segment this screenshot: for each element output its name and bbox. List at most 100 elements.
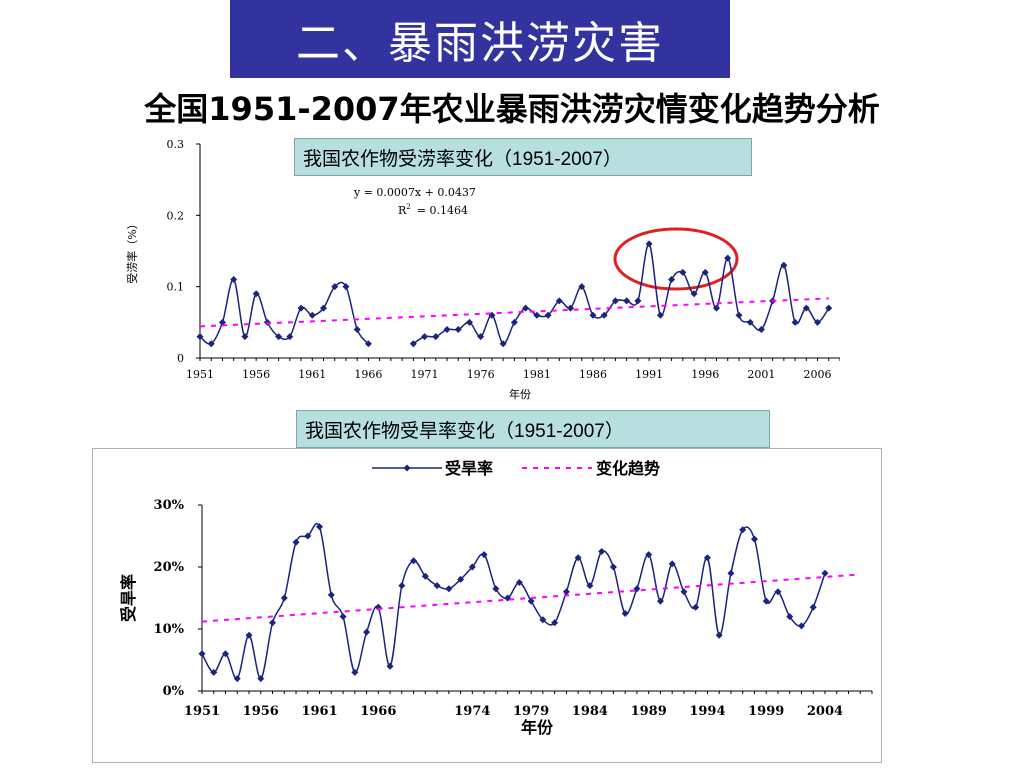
x-tick-label: 1966 [354,368,382,381]
data-point [634,297,642,305]
data-point [327,591,335,599]
data-point [750,535,758,543]
data-point [364,340,372,348]
flood-chart-marks [196,240,833,348]
data-point [363,628,371,636]
r-squared-symbol: R [398,204,407,217]
data-point [574,554,582,562]
x-tick-label: 2004 [807,704,843,719]
x-tick-label: 1994 [689,704,725,719]
data-point [757,325,765,333]
data-point [802,304,810,312]
data-point [814,318,822,326]
data-point [586,582,594,590]
data-point [589,311,597,319]
data-point [241,333,249,341]
x-tick-label: 1979 [513,704,549,719]
data-point [527,597,535,605]
data-point [621,610,629,617]
drought-chart-label: 我国农作物受旱率变化（1951-2007） [296,410,770,448]
data-point [492,585,500,593]
data-point [353,325,361,333]
data-point [656,311,664,319]
chart-frame [92,448,882,763]
x-tick-label: 1986 [579,368,607,381]
flood-chart-axes: 0 0.1 0.2 0.3 1951 1956 1961 1966 1971 1976 1981 19… [125,138,840,401]
data-point [432,333,440,341]
y-tick-label: 20% [154,560,185,575]
data-point [555,297,563,305]
flood-chart-label: 我国农作物受涝率变化（1951-2007） [294,138,752,176]
data-point [645,240,653,248]
r-squared-value: = 0.1464 [417,204,468,217]
data-point [339,613,347,621]
data-point [480,551,488,559]
data-point [269,619,277,627]
data-point [522,304,530,312]
data-point [774,588,782,596]
data-point [551,619,559,627]
data-point [515,579,523,586]
data-point [712,304,720,312]
data-point [468,563,476,571]
data-point [510,318,518,326]
data-point [609,563,617,571]
chart-legend: 受旱率 变化趋势 [372,459,660,478]
data-point [701,268,709,276]
data-point [762,597,770,605]
data-point [210,668,218,676]
drought-rate-chart: 受旱率 变化趋势 0% 10% 20% 30% 1951 1956 1961 1966 1974 1… [92,448,882,763]
x-tick-label: 1976 [467,368,495,381]
data-point [825,304,833,312]
data-point [544,311,552,319]
data-point [727,569,735,577]
data-point [233,675,241,683]
x-tick-label: 1991 [635,368,663,381]
data-point [222,650,230,658]
data-point [386,662,394,670]
drought-chart-marks [198,522,861,683]
x-tick-label: 1956 [242,368,270,381]
data-point [809,603,817,611]
y-tick-label: 0.3 [167,138,185,151]
data-point [316,523,324,531]
y-tick-label: 0.1 [167,281,185,294]
legend-marker-swatch [403,464,411,472]
data-point [286,333,294,341]
highlight-circle [613,227,739,291]
data-point [421,333,429,341]
data-point [578,283,586,291]
flood-rate-chart: y = 0.0007x + 0.0437 R2 = 0.1464 00.10.20… [125,138,840,401]
data-point [780,261,788,269]
data-point [443,325,451,333]
data-point [703,554,711,562]
r-squared-exponent: 2 [406,203,410,211]
data-point [410,557,418,565]
data-point [257,675,265,683]
data-point [821,569,829,577]
data-point [786,613,794,621]
data-point [445,585,453,593]
trend-equation: y = 0.0007x + 0.0437 [353,186,476,199]
data-point [304,532,312,540]
y-axis-title: 受旱率 [119,574,138,622]
data-point [351,668,359,676]
data-point [668,276,676,284]
data-point [454,325,462,333]
data-point [645,551,653,559]
data-point [230,276,238,284]
y-tick-label: 0% [163,684,185,699]
data-point [611,297,619,305]
data-point [308,311,316,319]
data-point [252,290,260,298]
data-point [715,631,723,639]
data-point [668,560,676,568]
x-tick-label: 1996 [691,368,719,381]
x-tick-label: 1989 [631,704,667,719]
data-point [567,304,575,312]
data-point [421,572,429,580]
data-point [746,318,754,326]
data-point [724,254,732,262]
data-point [196,333,204,341]
x-tick-label: 1971 [411,368,439,381]
